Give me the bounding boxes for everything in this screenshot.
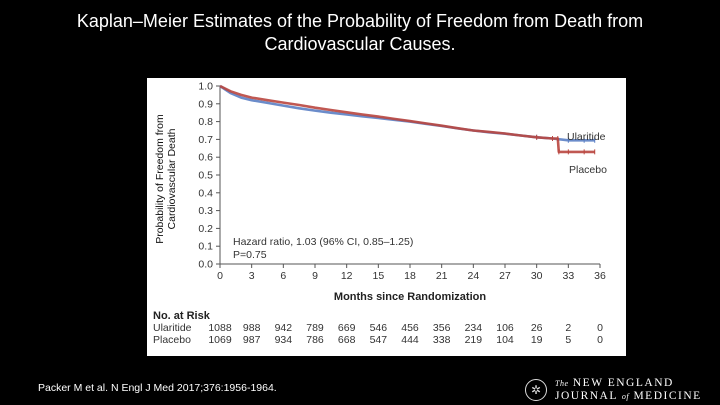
x-tick-label: 33 [562, 270, 574, 282]
y-tick-label: 0.9 [198, 98, 213, 110]
slide-title-line-2: Cardiovascular Causes. [264, 34, 456, 54]
risk-cell: 26 [531, 322, 543, 334]
y-tick-label: 0.0 [198, 259, 213, 271]
journal-new-england: NEW ENGLAND [572, 377, 674, 389]
risk-cell: 546 [370, 322, 388, 334]
x-tick-label: 36 [594, 270, 606, 282]
x-tick-label: 12 [341, 270, 353, 282]
y-tick-label: 0.7 [198, 134, 213, 146]
risk-cell: 547 [370, 334, 388, 346]
series-line-ularitide [219, 84, 595, 142]
risk-cell: 668 [338, 334, 356, 346]
risk-cell: 234 [465, 322, 483, 334]
risk-cell: 934 [275, 334, 293, 346]
risk-cell: 789 [306, 322, 324, 334]
x-tick-label: 0 [217, 270, 223, 282]
km-chart: 0.00.10.20.30.40.50.60.70.80.91.00 3 6 9 12 1… [153, 81, 607, 347]
journal-medicine: MEDICINE [633, 390, 702, 402]
journal-name: The NEW ENGLAND JOURNAL of MEDICINE [555, 377, 702, 403]
journal-logo: ✲ The NEW ENGLAND JOURNAL of MEDICINE [525, 377, 702, 403]
x-tick-label: 3 [249, 270, 255, 282]
slide-title: Kaplan–Meier Estimates of the Probabilit… [0, 10, 720, 56]
risk-cell: 669 [338, 322, 356, 334]
series-line-placebo [219, 84, 595, 154]
slide-title-line-1: Kaplan–Meier Estimates of the Probabilit… [76, 11, 644, 31]
y-tick-label: 0.3 [198, 205, 213, 217]
risk-cell: 987 [243, 334, 261, 346]
risk-table-title: No. at Risk [153, 310, 211, 322]
risk-row-label-placebo: Placebo [153, 334, 191, 346]
journal-of: of [621, 392, 630, 401]
x-tick-label: 15 [372, 270, 384, 282]
y-tick-label: 0.6 [198, 152, 213, 164]
risk-cell: 356 [433, 322, 451, 334]
y-tick-label: 0.1 [198, 241, 213, 253]
journal-journal: JOURNAL [555, 390, 618, 402]
x-tick-label: 6 [280, 270, 286, 282]
x-tick-label: 27 [499, 270, 511, 282]
risk-cell: 786 [306, 334, 324, 346]
risk-cell: 988 [243, 322, 261, 334]
x-tick-label: 30 [531, 270, 543, 282]
risk-cell: 456 [401, 322, 419, 334]
y-axis-label-line-2: Cardiovascular Death [166, 128, 178, 229]
y-tick-label: 0.8 [198, 116, 213, 128]
risk-cell: 19 [531, 334, 543, 346]
hazard-ratio-annotation: Hazard ratio, 1.03 (96% CI, 0.85–1.25) [233, 236, 413, 248]
y-tick-label: 0.5 [198, 170, 213, 182]
legend-placebo: Placebo [569, 164, 607, 176]
x-tick-label: 21 [436, 270, 448, 282]
risk-cell: 2 [565, 322, 571, 334]
legend-ularitide: Ularitide [567, 131, 606, 143]
risk-cell: 0 [597, 334, 603, 346]
y-axis-label-line-1: Probability of Freedom from [154, 114, 166, 244]
journal-seal-icon: ✲ [525, 379, 547, 401]
risk-cell: 5 [565, 334, 571, 346]
risk-cell: 106 [496, 322, 514, 334]
risk-cell: 338 [433, 334, 451, 346]
x-axis-label: Months since Randomization [334, 291, 486, 303]
risk-cell: 104 [496, 334, 514, 346]
p-value-annotation: P=0.75 [233, 249, 267, 261]
risk-cell: 1088 [208, 322, 232, 334]
risk-cell: 0 [597, 322, 603, 334]
risk-cell: 444 [401, 334, 419, 346]
y-tick-label: 1.0 [198, 81, 213, 93]
x-tick-label: 24 [467, 270, 479, 282]
journal-the: The [555, 379, 569, 388]
x-tick-label: 9 [312, 270, 318, 282]
risk-cell: 1069 [208, 334, 232, 346]
y-tick-label: 0.4 [198, 187, 213, 199]
x-tick-label: 18 [404, 270, 416, 282]
risk-cell: 942 [275, 322, 293, 334]
citation: Packer M et al. N Engl J Med 2017;376:19… [38, 382, 277, 394]
figure-panel: 0.0 0.1 0.2 0.3 0.4 0.5 0.6 0.7 0.8 0.9 1.0 0 3 6 9 12 1… [147, 78, 626, 356]
risk-row-label-ularitide: Ularitide [153, 322, 192, 334]
risk-cell: 219 [465, 334, 483, 346]
y-tick-label: 0.2 [198, 223, 213, 235]
